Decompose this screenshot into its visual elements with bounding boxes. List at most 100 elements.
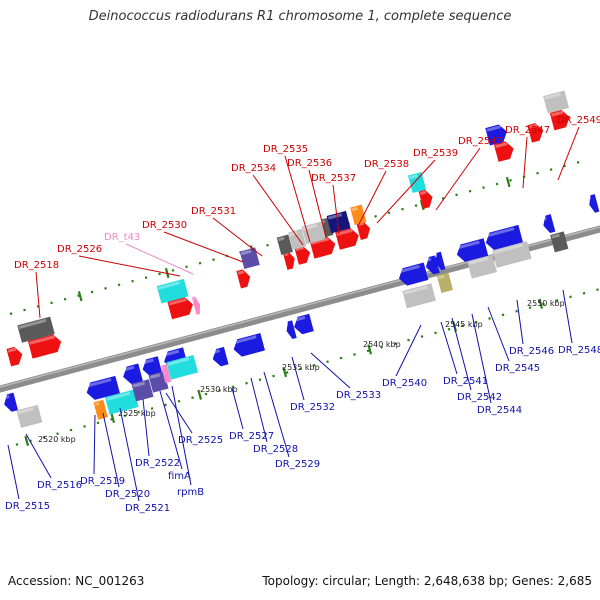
forward-feature-shine (168, 297, 187, 306)
tick-mark-bottom (312, 363, 316, 367)
forward-feature-shape (294, 245, 311, 265)
forward-feature-shape (167, 297, 193, 320)
forward-feature-shine (495, 142, 508, 149)
forward-feature-shape (309, 236, 336, 259)
forward-feature-shape (485, 124, 507, 146)
tick-mark-top (50, 301, 53, 305)
label-leader-bottom (562, 289, 573, 344)
reverse-feature-shape (233, 333, 265, 357)
reverse-feature-shape (286, 320, 297, 339)
tick-mark-top (266, 243, 269, 247)
reverse-feature-shape (402, 283, 436, 309)
reverse-feature-shape (142, 356, 163, 377)
reverse-feature-shape (148, 371, 169, 393)
reverse-feature-shine (493, 243, 524, 255)
reverse-feature-shape (398, 262, 429, 286)
kbp-label: 2545 kbp (445, 320, 483, 329)
tick-mark-top (387, 211, 391, 215)
reverse-feature (148, 371, 169, 393)
forward-feature (27, 334, 62, 359)
kbp-label: 2535 kbp (282, 363, 320, 372)
forward-feature-shine (409, 174, 418, 180)
forward-feature-shape (27, 334, 62, 359)
label-leader-bottom (440, 321, 458, 375)
gene-label-top: DR_2526 (57, 244, 102, 255)
gene-label-top: DR_2518 (14, 260, 59, 271)
reverse-feature (3, 392, 19, 412)
tick-mark-top (549, 168, 553, 171)
gene-label-bottom: DR_2532 (290, 402, 335, 413)
label-leader-top (35, 271, 41, 319)
gene-label-bottom: DR_2542 (457, 392, 502, 403)
reverse-feature-shape (4, 392, 19, 412)
tick-mark-top (198, 261, 202, 265)
label-leader-bottom (451, 317, 472, 391)
reverse-feature (484, 224, 523, 251)
tick-mark-bottom (245, 381, 248, 385)
tick-mark-bottom (474, 320, 478, 324)
reverse-feature (434, 251, 446, 271)
gene-label-top: DR_2538 (364, 159, 409, 170)
tick-mark-bottom (380, 345, 383, 349)
gene-label-bottom: DR_2544 (477, 405, 522, 416)
gene-label-top: DR_2549 (557, 115, 600, 126)
reverse-feature-shape (543, 214, 556, 233)
forward-feature-shape (17, 316, 55, 343)
tick-mark-top (185, 265, 188, 269)
label-leader-bottom (142, 398, 150, 457)
reverse-feature-shine (122, 365, 135, 372)
reverse-feature-shine (167, 357, 190, 366)
tick-mark-bottom (150, 407, 154, 410)
reverse-feature (85, 375, 120, 400)
forward-feature-shine (322, 219, 326, 224)
forward-feature (239, 247, 260, 269)
forward-feature (407, 172, 427, 194)
major-tick-bottom (110, 412, 116, 424)
reverse-feature-shine (3, 394, 10, 400)
tick-mark-bottom (164, 403, 167, 407)
forward-feature-shape (356, 220, 371, 240)
reverse-feature-shine (293, 316, 306, 323)
tick-mark-top (495, 182, 499, 186)
forward-feature-shine (240, 249, 252, 256)
tick-mark-top (104, 287, 107, 290)
reverse-feature (285, 320, 297, 339)
gene-label-top: DR_2534 (231, 163, 276, 174)
major-tick-top (505, 176, 511, 188)
forward-feature (276, 234, 293, 255)
reverse-feature-shine (424, 257, 432, 263)
accession-text: Accession: NC_001263 (8, 574, 145, 588)
tick-mark-bottom (582, 291, 586, 295)
tick-mark-bottom (596, 288, 599, 292)
reverse-feature-shine (132, 381, 146, 388)
tick-mark-bottom (339, 356, 343, 360)
reverse-feature-shape (212, 346, 229, 367)
tick-mark-bottom (15, 443, 19, 446)
reverse-feature-shine (397, 264, 420, 274)
forward-feature-shine (486, 125, 501, 132)
major-tick-bottom (367, 344, 373, 355)
tick-mark-top (144, 276, 148, 279)
tick-mark-bottom (515, 309, 518, 313)
forward-feature-shine (29, 335, 56, 345)
gene-label-bottom: rpmB (177, 487, 204, 498)
forward-feature (321, 217, 334, 237)
forward-feature-shape (191, 296, 201, 315)
forward-feature (191, 296, 201, 315)
tick-mark-bottom (231, 385, 235, 389)
label-leader-bottom (310, 352, 351, 389)
forward-feature (418, 189, 433, 209)
label-leader-top (376, 159, 436, 224)
reverse-feature-shine (162, 366, 164, 370)
label-leader-top (284, 155, 311, 243)
reverse-feature (122, 363, 143, 385)
tick-mark-bottom (501, 313, 505, 317)
forward-feature (527, 123, 544, 143)
gene-label-bottom: DR_2540 (382, 378, 427, 389)
label-leader-top (435, 147, 481, 211)
tick-mark-top (576, 161, 580, 164)
forward-feature (326, 210, 351, 234)
reverse-feature-shine (163, 349, 180, 357)
kbp-label: 2520 kbp (38, 435, 76, 444)
forward-feature-shape (527, 123, 544, 143)
